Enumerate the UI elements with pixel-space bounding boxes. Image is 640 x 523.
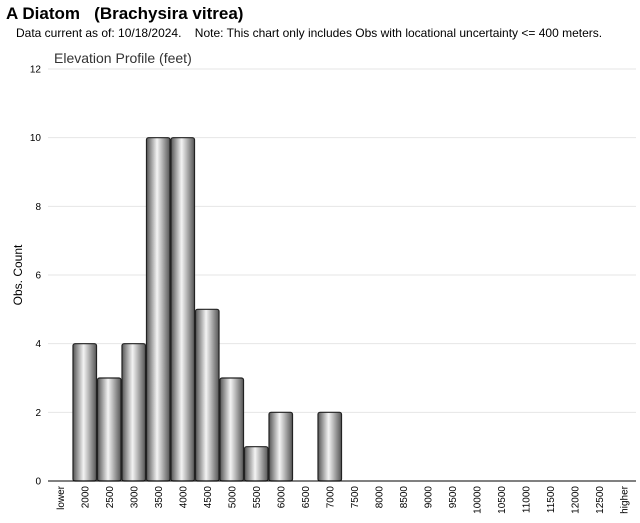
bar-4000[interactable] (170, 137, 196, 482)
x-tick-label: 2500 (105, 486, 116, 509)
bar-3500[interactable] (145, 137, 171, 482)
x-tick-label: 7500 (350, 486, 361, 509)
bar-5500[interactable] (243, 446, 269, 482)
x-tick-label: 5000 (227, 486, 238, 509)
x-tick-label: 4500 (203, 486, 214, 509)
bar-2000[interactable] (72, 343, 98, 482)
y-tick-label: 12 (30, 65, 42, 76)
x-tick-label: 10500 (497, 486, 508, 514)
y-tick-label: 2 (35, 408, 41, 419)
data-note: Data current as of: 10/18/2024. Note: Th… (16, 26, 603, 40)
x-tick-label: 9000 (423, 486, 434, 509)
y-tick-label: 8 (35, 202, 41, 213)
x-tick-label: 6000 (276, 486, 287, 509)
chart-title: Elevation Profile (feet) (54, 50, 192, 66)
x-tick-label: 2000 (80, 486, 91, 509)
x-tick-label: higher (619, 485, 630, 513)
y-tick-label: 0 (35, 477, 41, 488)
x-tick-label: 8000 (374, 486, 385, 509)
bar-4500[interactable] (194, 308, 220, 482)
x-tick-label: 12500 (595, 486, 606, 514)
x-tick-label: 7000 (325, 486, 336, 509)
bar-7000[interactable] (317, 411, 343, 482)
x-tick-label: 9500 (448, 486, 459, 509)
bar-5000[interactable] (219, 377, 245, 482)
x-tick-label: 11500 (546, 486, 557, 514)
page-title: A Diatom (Brachysira vitrea) (6, 4, 244, 23)
x-tick-label: 12000 (570, 486, 581, 514)
x-tick-label: 11000 (521, 486, 532, 514)
x-tick-label: 4000 (178, 486, 189, 509)
bar-2500[interactable] (96, 377, 122, 482)
x-tick-label: 8500 (399, 486, 410, 509)
y-axis-label: Obs. Count (11, 244, 25, 305)
x-tick-label: 10000 (472, 486, 483, 514)
x-tick-label: 3500 (154, 486, 165, 509)
y-tick-label: 4 (35, 339, 41, 350)
y-tick-label: 6 (35, 271, 41, 282)
x-tick-label: 6500 (301, 486, 312, 509)
x-tick-label: 3000 (129, 486, 140, 509)
y-tick-label: 10 (30, 133, 42, 144)
bar-6000[interactable] (268, 411, 294, 482)
x-tick-label: 5500 (252, 486, 263, 509)
x-tick-label: lower (56, 485, 67, 510)
bar-3000[interactable] (121, 343, 147, 482)
